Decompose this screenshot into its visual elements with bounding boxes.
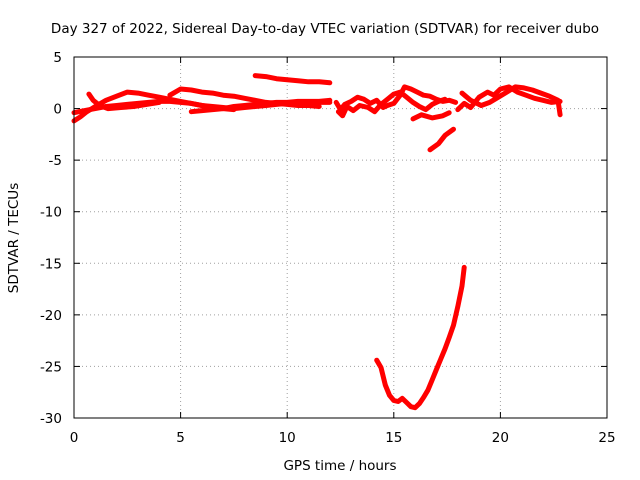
y-tick-label: -30 xyxy=(40,411,62,427)
plot-frame xyxy=(73,56,608,419)
x-tick-label: 25 xyxy=(598,430,615,446)
data-trace xyxy=(167,86,322,109)
y-tick-label: -5 xyxy=(49,153,62,169)
data-trace xyxy=(86,91,162,112)
x-tick-label: 5 xyxy=(176,430,185,446)
data-trace xyxy=(427,126,456,153)
data-trace xyxy=(374,264,467,411)
y-axis-label: SDTVAR / TECUs xyxy=(6,183,22,293)
data-trace xyxy=(335,89,448,119)
y-tick-label: -15 xyxy=(40,256,62,272)
y-tick-label: -25 xyxy=(40,359,62,375)
y-tick-label: -10 xyxy=(40,205,62,221)
y-tick-label: -20 xyxy=(40,308,62,324)
data-trace xyxy=(252,73,333,86)
y-tick-label: 0 xyxy=(53,102,62,118)
data-trace xyxy=(188,97,333,115)
chart-title: Day 327 of 2022, Sidereal Day-to-day VTE… xyxy=(51,21,599,37)
y-tick-label: 5 xyxy=(53,50,62,66)
y-tick-labels: 5 0 -5 -10 -15 -20 -25 -30 xyxy=(40,50,62,427)
x-tick-label: 0 xyxy=(70,430,79,446)
axis-ticks xyxy=(73,56,608,419)
grid-lines xyxy=(74,57,607,418)
x-axis-label: GPS time / hours xyxy=(283,458,396,474)
data-trace xyxy=(410,110,452,122)
x-tick-label: 10 xyxy=(279,430,296,446)
x-tick-label: 15 xyxy=(385,430,402,446)
x-tick-labels: 0 5 10 15 20 25 xyxy=(70,430,616,446)
data-trace xyxy=(333,84,459,113)
data-traces xyxy=(71,73,563,411)
data-trace xyxy=(455,84,563,113)
x-tick-label: 20 xyxy=(492,430,509,446)
data-trace xyxy=(459,84,563,118)
